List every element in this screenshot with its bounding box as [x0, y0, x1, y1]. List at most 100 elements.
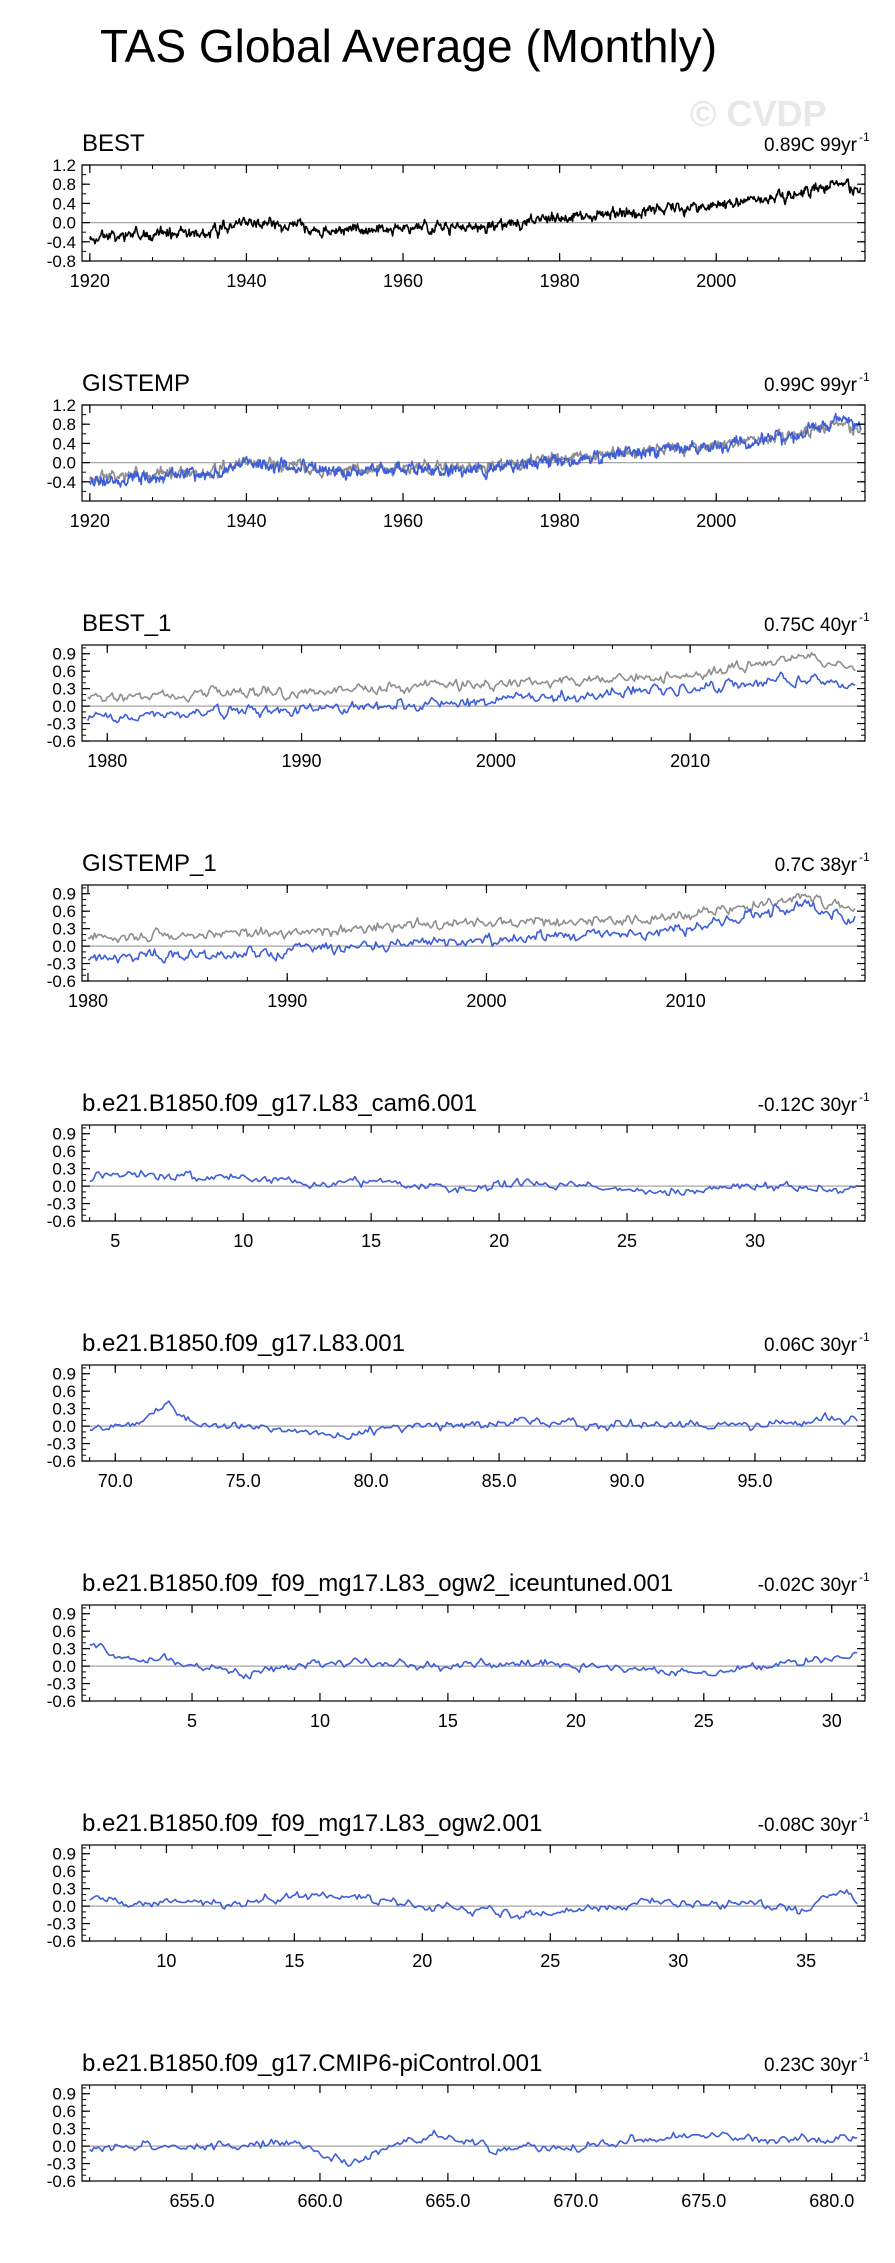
x-tick-label: 90.0 [610, 1471, 645, 1491]
y-tick-label: 0.9 [52, 1605, 76, 1624]
panel-title: GISTEMP [82, 370, 190, 397]
y-tick-label: -0.4 [47, 473, 76, 492]
trend-exponent: -1 [859, 1570, 870, 1584]
trend-exponent: -1 [859, 1810, 870, 1824]
trend-exponent: -1 [859, 370, 870, 384]
panel: GISTEMP 0.99C 99yr -1 1.20.80.40.0-0.4 1920 1… [47, 370, 870, 531]
trend-label: -0.02C 30yr [758, 1575, 858, 1596]
plot-frame [81, 1844, 866, 1942]
y-tick-label: 0.9 [52, 1845, 76, 1864]
trend-exponent: -1 [859, 1330, 870, 1344]
y-tick-label: 0.3 [52, 680, 76, 699]
plot-frame [81, 404, 866, 502]
x-tick-label: 1990 [267, 991, 307, 1011]
y-tick-label: -0.6 [47, 1692, 76, 1711]
trend-exponent: -1 [859, 1090, 870, 1104]
x-tick-label: 670.0 [553, 2191, 598, 2211]
y-tick-label: -0.3 [47, 1195, 76, 1214]
y-tick-label: 0.6 [52, 2102, 76, 2121]
y-tick-label: 0.6 [52, 662, 76, 681]
panel-title: BEST [82, 130, 145, 157]
y-tick-label: 1.2 [52, 156, 76, 175]
trend-label: 0.89C 99yr [764, 135, 858, 156]
y-tick-label: 0.9 [52, 1365, 76, 1384]
panel: b.e21.B1850.f09_g17.L83.001 0.06C 30yr -1 0… [47, 1330, 870, 1491]
y-tick-label: -0.6 [47, 732, 76, 751]
series-line [89, 1400, 858, 1440]
y-tick-label: -0.3 [47, 715, 76, 734]
x-tick-label: 30 [745, 1231, 765, 1251]
x-tick-label: 1980 [540, 511, 580, 531]
x-tick-label: 1980 [87, 751, 127, 771]
x-tick-label: 30 [822, 1711, 842, 1731]
y-tick-label: 1.2 [52, 396, 76, 415]
panel: BEST 0.89C 99yr -1 1.20.80.40.0-0.4-0.81920… [47, 130, 870, 291]
x-tick-label: 2000 [466, 991, 506, 1011]
y-tick-label: -0.6 [47, 1452, 76, 1471]
x-tick-label: 1990 [282, 751, 322, 771]
y-tick-label: -0.3 [47, 1435, 76, 1454]
y-tick-label: -0.4 [47, 233, 76, 252]
x-tick-label: 25 [540, 1951, 560, 1971]
y-tick-label: 0.3 [52, 1160, 76, 1179]
panel-title: b.e21.B1850.f09_g17.L83_cam6.001 [82, 1090, 477, 1117]
plot-frame [81, 164, 866, 262]
y-tick-label: 0.3 [52, 1880, 76, 1899]
series-line [89, 2129, 858, 2167]
x-tick-label: 2000 [476, 751, 516, 771]
trend-exponent: -1 [859, 2050, 870, 2064]
x-tick-label: 1920 [70, 511, 110, 531]
series-line [87, 893, 856, 944]
x-tick-label: 25 [617, 1231, 637, 1251]
x-tick-label: 665.0 [425, 2191, 470, 2211]
x-tick-label: 10 [310, 1711, 330, 1731]
x-tick-label: 10 [233, 1231, 253, 1251]
x-tick-label: 75.0 [226, 1471, 261, 1491]
y-tick-label: 0.6 [52, 1142, 76, 1161]
y-tick-label: 0.9 [52, 885, 76, 904]
trend-label: 0.99C 99yr [764, 375, 858, 396]
panel: GISTEMP_1 0.7C 38yr -1 0.90.60.30.0-0.3-0.6… [47, 850, 870, 1011]
series-line [87, 652, 856, 703]
x-tick-label: 2000 [696, 511, 736, 531]
x-tick-label: 1980 [540, 271, 580, 291]
panel-title: GISTEMP_1 [82, 850, 217, 877]
x-tick-label: 2010 [666, 991, 706, 1011]
plot-frame [81, 644, 866, 742]
x-tick-label: 15 [284, 1951, 304, 1971]
y-tick-label: -0.3 [47, 1915, 76, 1934]
panel-title: b.e21.B1850.f09_f09_mg17.L83_ogw2_iceunt… [82, 1570, 673, 1597]
x-tick-label: 1960 [383, 511, 423, 531]
x-tick-label: 80.0 [354, 1471, 389, 1491]
x-tick-label: 20 [566, 1711, 586, 1731]
y-tick-label: 0.3 [52, 1400, 76, 1419]
y-tick-label: 0.8 [52, 175, 76, 194]
x-tick-label: 655.0 [170, 2191, 215, 2211]
x-tick-label: 25 [694, 1711, 714, 1731]
y-tick-label: 0.0 [52, 1417, 76, 1436]
x-tick-label: 30 [668, 1951, 688, 1971]
y-tick-label: 0.0 [52, 697, 76, 716]
x-tick-label: 2010 [670, 751, 710, 771]
y-tick-label: 0.0 [52, 937, 76, 956]
y-tick-label: 0.6 [52, 902, 76, 921]
panel: b.e21.B1850.f09_f09_mg17.L83_ogw2.001 -0.… [47, 1810, 870, 1971]
series-line [89, 412, 862, 488]
x-tick-label: 20 [412, 1951, 432, 1971]
series-line [89, 1642, 858, 1680]
y-tick-label: 0.0 [52, 214, 76, 233]
trend-exponent: -1 [859, 850, 870, 864]
plot-frame [81, 1604, 866, 1702]
panel-title: b.e21.B1850.f09_g17.L83.001 [82, 1330, 405, 1357]
x-tick-label: 1980 [68, 991, 108, 1011]
panel: b.e21.B1850.f09_f09_mg17.L83_ogw2_iceunt… [47, 1570, 870, 1731]
x-tick-label: 10 [156, 1951, 176, 1971]
x-tick-label: 1960 [383, 271, 423, 291]
panel: b.e21.B1850.f09_g17.L83_cam6.001 -0.12C 3… [47, 1090, 870, 1251]
y-tick-label: -0.6 [47, 1212, 76, 1231]
y-tick-label: 0.6 [52, 1382, 76, 1401]
x-tick-label: 1940 [226, 511, 266, 531]
x-tick-label: 1940 [226, 271, 266, 291]
y-tick-label: 0.4 [52, 434, 76, 453]
series-line [87, 899, 856, 964]
